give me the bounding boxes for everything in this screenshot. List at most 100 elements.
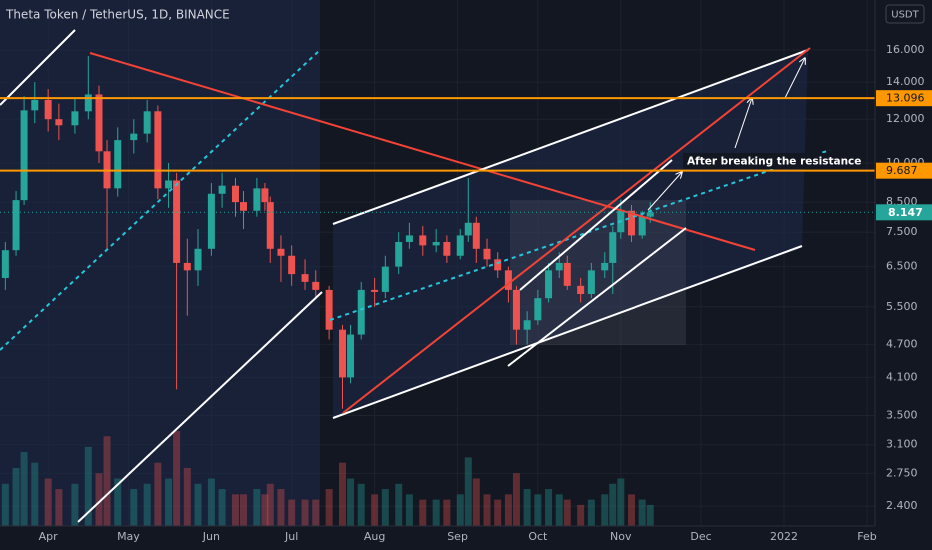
candle-body: [277, 248, 285, 256]
x-tick-label: Oct: [528, 530, 548, 543]
volume-bar: [512, 473, 520, 526]
candle-body: [381, 266, 389, 292]
candle-body: [601, 262, 609, 271]
volume-bar: [130, 489, 138, 526]
volume-bar: [456, 494, 464, 526]
candle-body: [638, 216, 646, 236]
x-tick-label: Feb: [857, 530, 876, 543]
volume-bar: [609, 483, 617, 526]
x-tick-label: Aug: [364, 530, 385, 543]
candle-body: [301, 274, 309, 282]
volume-bar: [523, 489, 531, 526]
candle-body: [173, 180, 181, 263]
volume-bar: [483, 494, 491, 526]
candle-body: [494, 259, 502, 271]
volume-bar: [534, 494, 542, 526]
candle-body: [395, 242, 403, 267]
volume-bar: [464, 457, 472, 526]
volume-bar: [71, 483, 79, 526]
volume-bar: [218, 489, 226, 526]
level-label: 13.096: [886, 92, 925, 105]
candle-body: [231, 185, 239, 203]
currency-box: [885, 4, 925, 24]
volume-bar: [504, 494, 512, 526]
candle-body: [534, 298, 542, 321]
candle-body: [587, 270, 595, 295]
volume-bar: [347, 478, 355, 526]
volume-bar: [173, 431, 181, 526]
y-tick-label: 6.500: [886, 260, 918, 273]
volume-bar: [95, 473, 103, 526]
volume-bar: [277, 489, 285, 526]
volume-bar: [44, 478, 52, 526]
candle-body: [84, 94, 92, 112]
volume-bar: [563, 499, 571, 526]
candle-body: [218, 185, 226, 194]
trendline: [474, 49, 809, 173]
volume-bar: [405, 494, 413, 526]
volume-bar: [12, 467, 20, 526]
y-tick-label: 4.100: [886, 370, 918, 383]
candle-body: [194, 248, 202, 271]
volume-bar: [587, 499, 595, 526]
y-tick-label: 2.750: [886, 466, 918, 479]
volume-bar: [165, 478, 173, 526]
x-tick-label: Sep: [447, 530, 468, 543]
candle-body: [154, 111, 162, 189]
candle-body: [20, 110, 28, 201]
volume-bar: [1, 483, 9, 526]
y-tick-label: 14.000: [886, 75, 925, 88]
chart-title: Theta Token / TetherUS, 1D, BINANCE: [5, 8, 230, 22]
resistance-line: [89, 52, 756, 251]
y-tick-label: 4.700: [886, 338, 918, 351]
volume-bar: [371, 494, 379, 526]
axis-layer: 16.00014.00012.00010.0008.5007.5006.5005…: [39, 43, 932, 543]
candle-body: [288, 255, 296, 275]
volume-bar: [207, 478, 215, 526]
y-tick-label: 3.100: [886, 438, 918, 451]
volume-bar: [395, 483, 403, 526]
candle-body: [325, 289, 333, 330]
candle-body: [339, 329, 347, 378]
trendline: [342, 47, 811, 414]
volume-bar: [472, 478, 480, 526]
candle-body: [130, 133, 138, 141]
volume-bar: [231, 494, 239, 526]
candle-body: [143, 111, 151, 134]
candle-body: [627, 210, 635, 236]
arrow: [784, 58, 805, 99]
currency: USDT: [891, 10, 919, 21]
arrow: [734, 98, 752, 149]
candle-body: [443, 242, 451, 256]
trendline: [0, 29, 76, 106]
level-tag: [876, 162, 932, 179]
y-tick-label: 5.500: [886, 300, 918, 313]
volume-bar: [55, 489, 63, 526]
candle-body: [523, 320, 531, 330]
volume-bar: [183, 467, 191, 526]
level-tag: [876, 90, 932, 107]
volume-bar: [143, 483, 151, 526]
volume-bar: [494, 499, 502, 526]
volume-bar: [419, 499, 427, 526]
x-tick-label: Jun: [202, 530, 220, 543]
candle-body: [371, 289, 379, 292]
volume-bar: [253, 489, 261, 526]
volume-bar: [84, 446, 92, 526]
volume-bar: [646, 504, 654, 526]
shaded-zone: [0, 0, 320, 526]
y-tick-label: 12.000: [886, 112, 925, 125]
volume-bar: [261, 494, 269, 526]
volume-bar: [432, 499, 440, 526]
x-tick-label: Nov: [610, 530, 632, 543]
candle-body: [483, 248, 491, 260]
volume-bar: [194, 483, 202, 526]
volume-bar: [443, 499, 451, 526]
candle-body: [464, 222, 472, 236]
candle-body: [31, 99, 39, 111]
x-tick-label: Dec: [690, 530, 711, 543]
dashed-trendline: [329, 149, 831, 321]
arrow: [647, 172, 682, 211]
volume-bar: [617, 478, 625, 526]
y-tick-label: 3.500: [886, 408, 918, 421]
